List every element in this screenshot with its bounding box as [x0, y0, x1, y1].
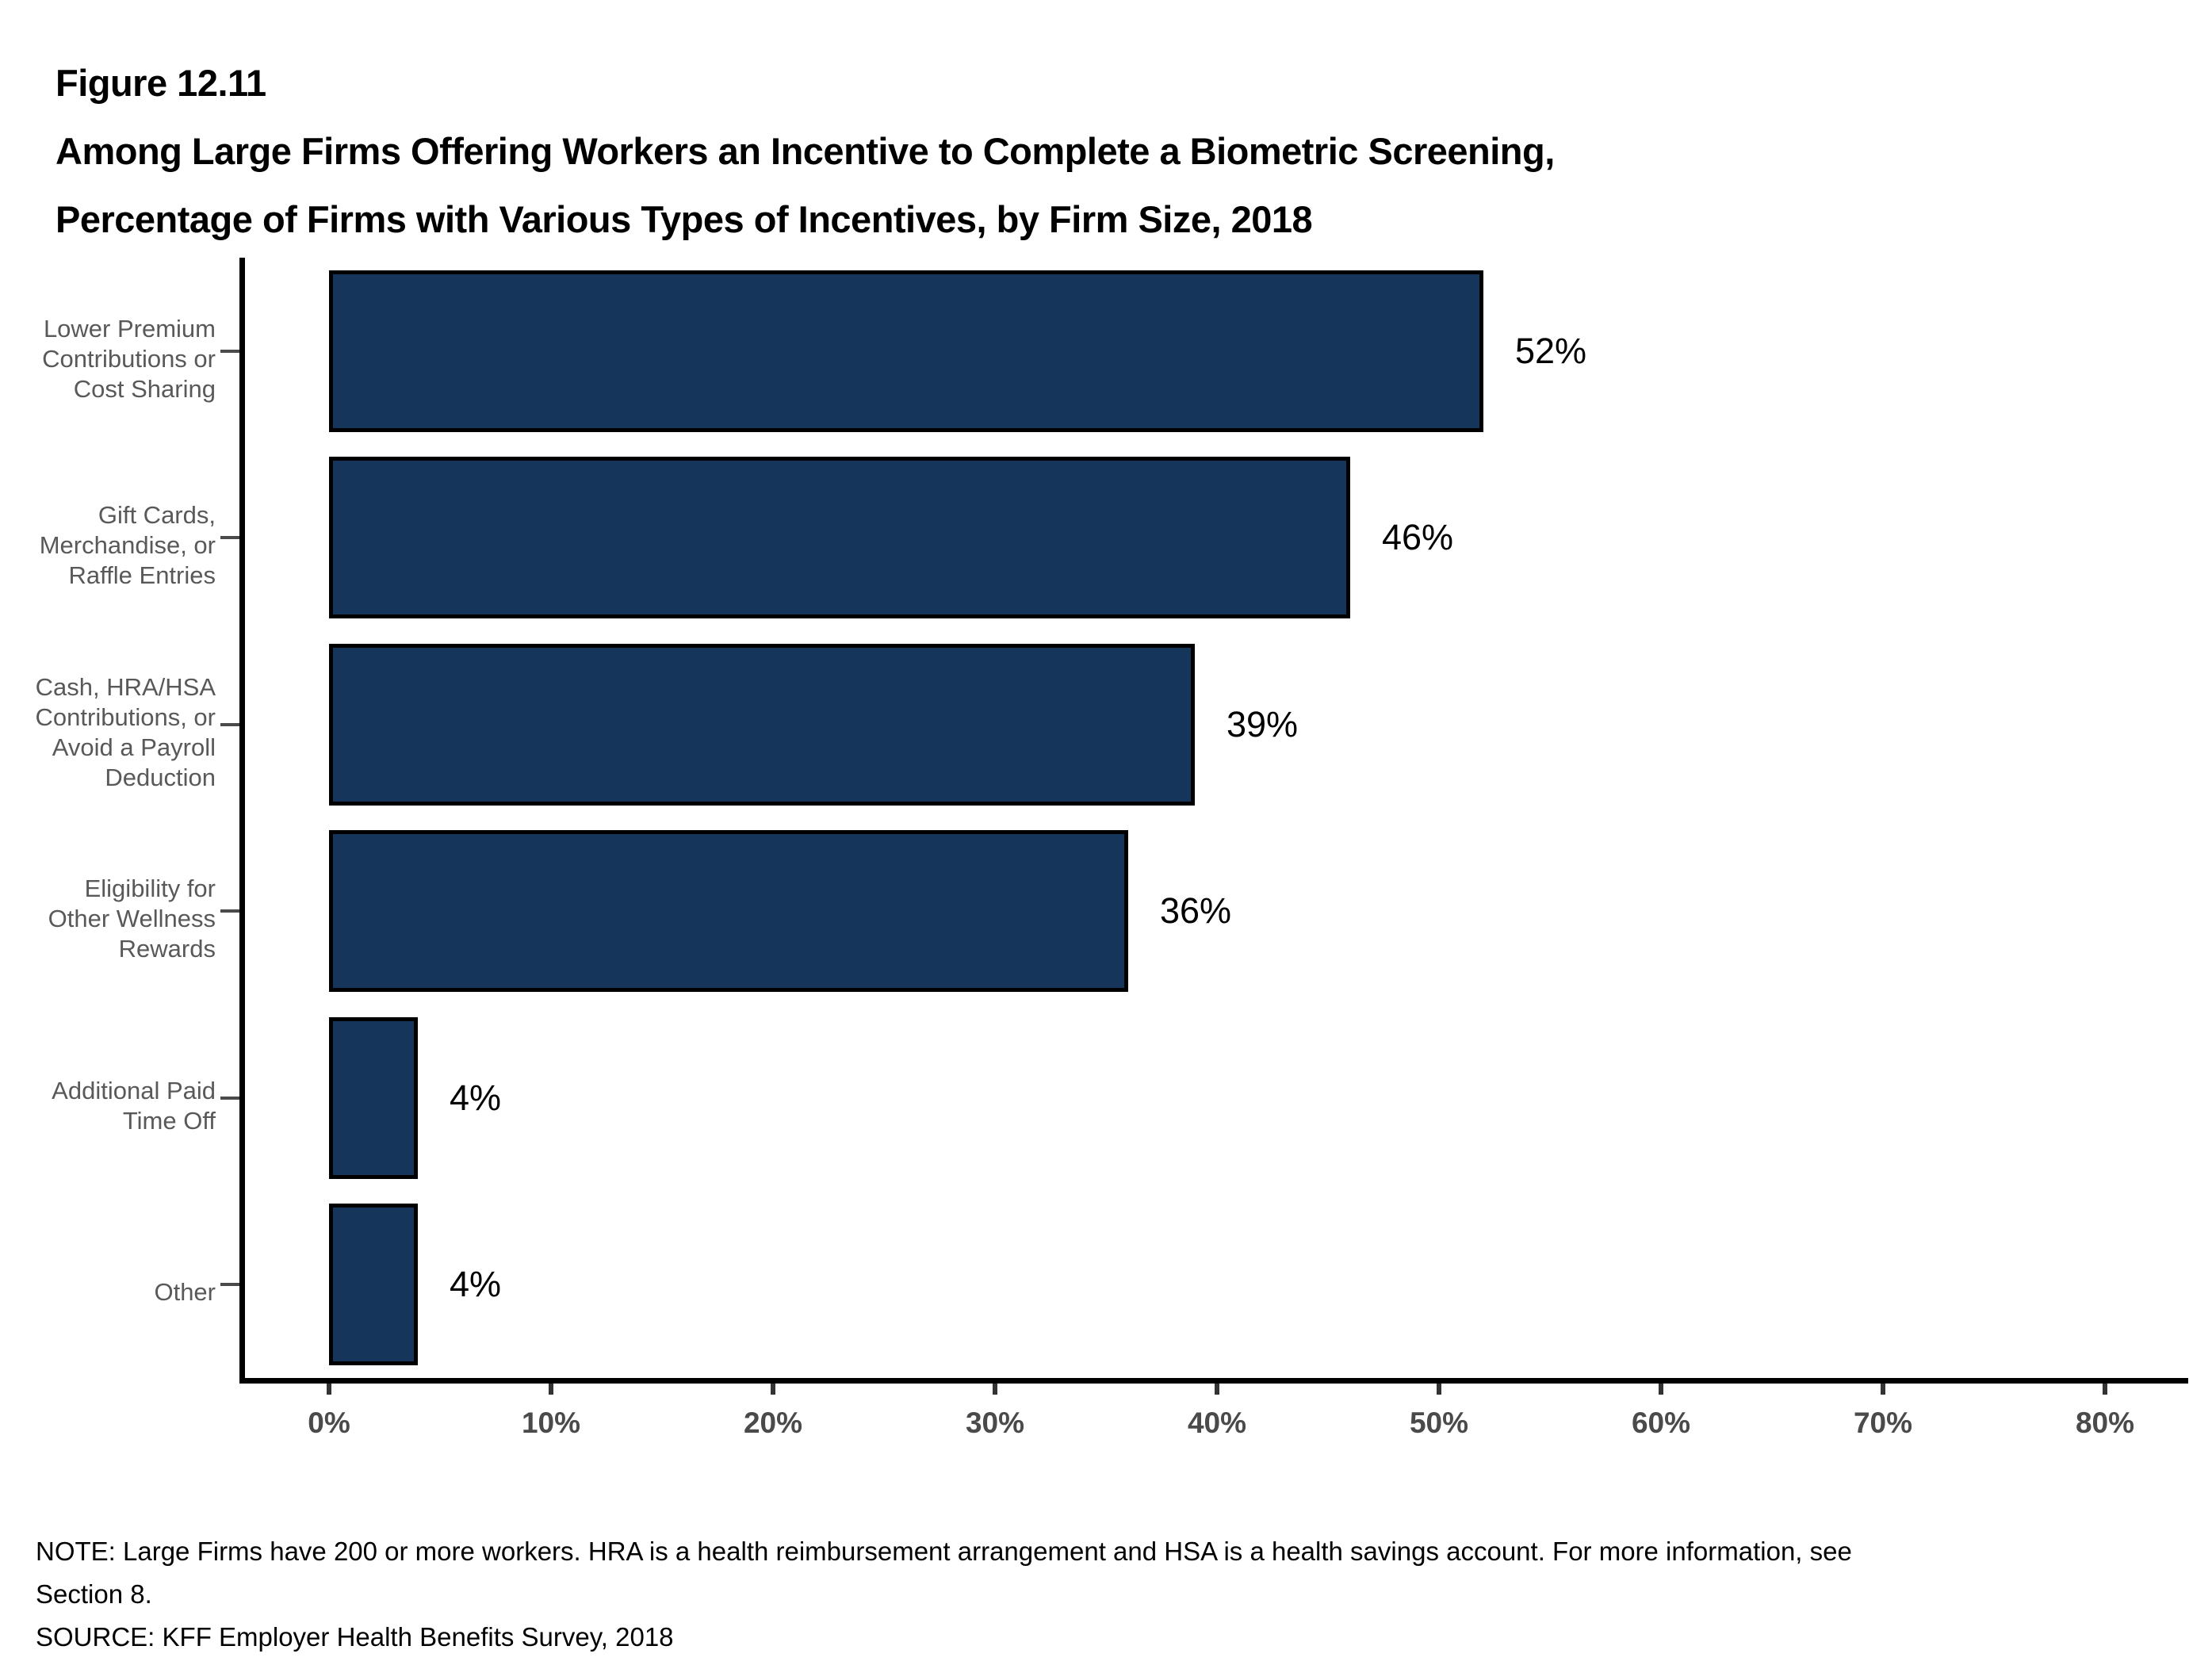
x-axis-tick-label-7: 70% — [1853, 1407, 1913, 1439]
x-axis-tick-4 — [1215, 1384, 1219, 1395]
figure-title-line1: Among Large Firms Offering Workers an In… — [55, 130, 1555, 172]
bar-2 — [329, 643, 1195, 806]
value-label-5: 4% — [450, 1264, 502, 1305]
source-text: SOURCE: KFF Employer Health Benefits Sur… — [36, 1622, 674, 1652]
category-label-line: Raffle Entries — [68, 561, 216, 590]
x-axis-tick-1 — [549, 1384, 553, 1395]
x-axis-tick-3 — [993, 1384, 997, 1395]
x-axis-tick-label-4: 40% — [1187, 1407, 1247, 1439]
category-label-3: Eligibility for Other Wellness Rewards — [0, 826, 216, 1013]
y-axis-tick-1 — [220, 536, 239, 540]
category-label-4: Additional Paid Time Off — [0, 1012, 216, 1200]
value-label-3: 36% — [1160, 890, 1232, 932]
x-axis-tick-label-3: 30% — [965, 1407, 1025, 1439]
y-axis-category-labels: Lower Premium Contributions or Cost Sharin… — [0, 262, 216, 1384]
category-label-0: Lower Premium Contributions or Cost Sharin… — [0, 266, 216, 453]
figure-title-line2: Percentage of Firms with Various Types o… — [55, 198, 1313, 240]
x-axis-tick-7 — [1881, 1384, 1885, 1395]
y-axis-tick-3 — [220, 909, 239, 913]
category-label-5: Other — [0, 1200, 216, 1387]
x-axis-tick-2 — [771, 1384, 775, 1395]
title-block: Figure 12.11 Among Large Firms Offering … — [55, 49, 1555, 254]
x-axis-tick-8 — [2103, 1384, 2107, 1395]
bar-5 — [329, 1204, 418, 1366]
y-axis-tick-0 — [220, 349, 239, 353]
x-axis-tick-label-5: 50% — [1409, 1407, 1469, 1439]
bar-1 — [329, 457, 1350, 619]
category-label-line: Merchandise, or — [39, 531, 216, 560]
bar-0 — [329, 270, 1483, 432]
x-axis-tick-label-2: 20% — [743, 1407, 803, 1439]
category-label-line: Gift Cards, — [98, 501, 216, 530]
value-label-0: 52% — [1515, 330, 1587, 371]
y-axis-tick-2 — [220, 722, 239, 726]
category-label-2: Cash, HRA/HSA Contributions, or Avoid a Pa… — [0, 639, 216, 826]
category-label-line: Cost Sharing — [73, 374, 216, 403]
note-text-line1: NOTE: Large Firms have 200 or more worke… — [36, 1537, 1852, 1566]
plot-area: 52% 46% 39% 36% 4% 4% 0% 10% 20% 30% 40% 50% 60% 70% 8… — [220, 258, 2188, 1439]
notes-block: NOTE: Large Firms have 200 or more worke… — [36, 1530, 2176, 1659]
category-label-line: Contributions or — [42, 344, 216, 373]
category-label-line: Eligibility for — [84, 875, 216, 903]
category-label-line: Other — [154, 1278, 216, 1307]
x-axis-tick-label-6: 60% — [1631, 1407, 1691, 1439]
note-text-line2: Section 8. — [36, 1579, 152, 1609]
category-label-line: Cash, HRA/HSA — [35, 672, 216, 701]
x-axis-tick-5 — [1437, 1384, 1441, 1395]
y-axis-tick-4 — [220, 1096, 239, 1100]
value-label-2: 39% — [1227, 703, 1299, 744]
x-axis-tick-label-8: 80% — [2075, 1407, 2135, 1439]
figure-number: Figure 12.11 — [55, 62, 266, 104]
category-label-line: Deduction — [105, 763, 216, 791]
y-axis-tick-5 — [220, 1283, 239, 1287]
category-label-line: Additional Paid — [52, 1076, 216, 1104]
bar-3 — [329, 830, 1128, 993]
bar-4 — [329, 1016, 418, 1179]
category-label-1: Gift Cards, Merchandise, or Raffle Entries — [0, 453, 216, 640]
category-label-line: Contributions, or — [35, 702, 216, 731]
category-label-line: Other Wellness — [48, 905, 216, 933]
x-axis-tick-0 — [327, 1384, 331, 1395]
value-label-1: 46% — [1382, 517, 1454, 558]
value-label-4: 4% — [450, 1077, 502, 1118]
category-label-line: Lower Premium — [43, 314, 216, 343]
category-label-line: Rewards — [118, 935, 216, 963]
x-axis-tick-label-1: 10% — [521, 1407, 581, 1439]
category-label-line: Time Off — [122, 1106, 216, 1135]
category-label-line: Avoid a Payroll — [52, 733, 216, 761]
x-axis-tick-6 — [1659, 1384, 1663, 1395]
x-axis-tick-label-0: 0% — [308, 1407, 350, 1439]
